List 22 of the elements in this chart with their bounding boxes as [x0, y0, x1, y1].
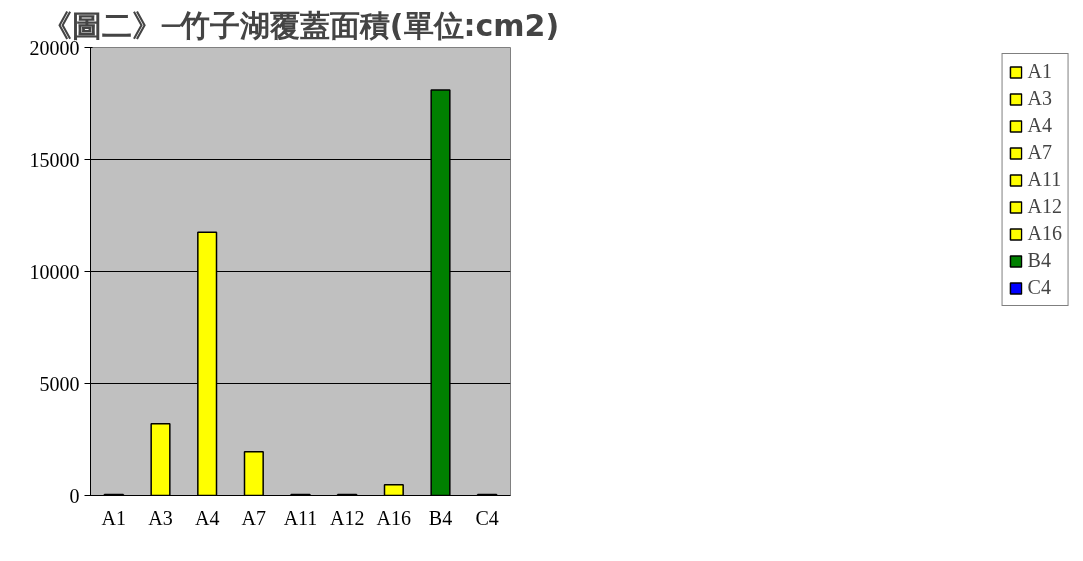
legend-label: A3: [1027, 87, 1052, 110]
y-tick-label: 0: [69, 484, 80, 507]
legend-label: C4: [1027, 276, 1051, 299]
x-tick-label: A3: [148, 506, 173, 529]
x-tick-label: B4: [428, 506, 453, 529]
legend-label: A11: [1027, 168, 1062, 191]
y-tick-label: 10000: [29, 260, 80, 283]
x-tick-label: A4: [194, 506, 220, 529]
legend-label: A1: [1027, 60, 1052, 83]
x-tick-label: A7: [241, 506, 267, 529]
legend-label: A4: [1027, 114, 1052, 137]
y-tick-label: 15000: [29, 148, 80, 171]
legend-label: A7: [1027, 141, 1052, 164]
legend-label: A12: [1027, 195, 1062, 218]
x-tick-label: A1: [101, 506, 127, 529]
legend-label: A16: [1027, 222, 1062, 245]
y-tick-label: 5000: [39, 372, 80, 395]
x-tick-label: A16: [376, 506, 412, 529]
x-tick-label: C4: [475, 506, 499, 529]
legend-label: B4: [1027, 249, 1051, 272]
x-tick-label: A12: [329, 506, 365, 529]
x-tick-label: A11: [283, 506, 318, 529]
